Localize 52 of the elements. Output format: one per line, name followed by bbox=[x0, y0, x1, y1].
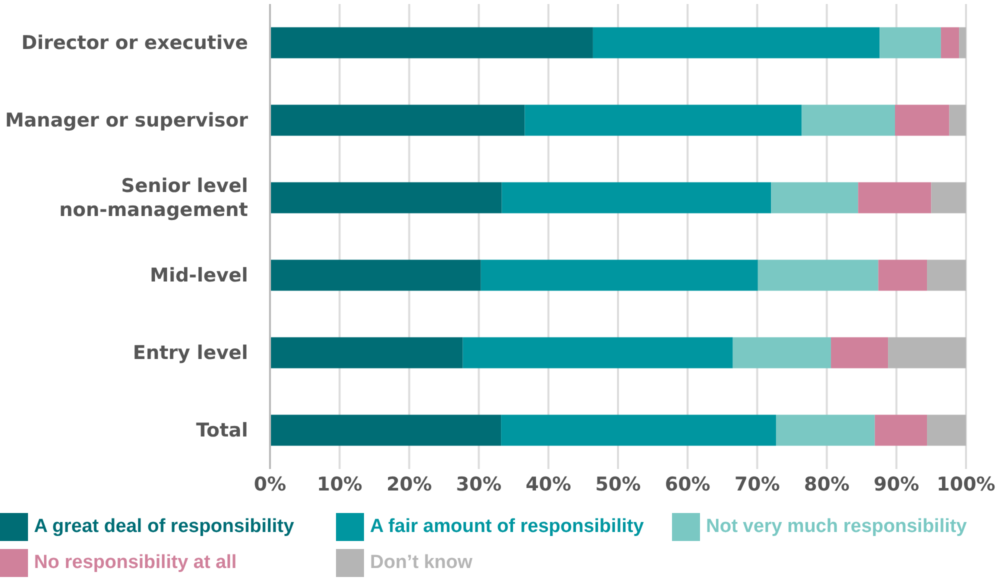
bar bbox=[270, 182, 502, 214]
bar bbox=[501, 414, 776, 446]
bar bbox=[959, 27, 966, 58]
bar bbox=[888, 337, 966, 368]
x-tick-label: 30% bbox=[456, 473, 502, 496]
x-tick-label: 10% bbox=[316, 473, 362, 496]
bar bbox=[830, 337, 888, 368]
bar bbox=[732, 337, 831, 368]
x-tick-label: 20% bbox=[386, 473, 432, 496]
bar bbox=[524, 104, 802, 136]
bar bbox=[927, 414, 966, 446]
legend-label: A great deal of responsibility bbox=[34, 516, 294, 538]
x-tick-label: 60% bbox=[664, 473, 710, 496]
bar bbox=[940, 27, 960, 58]
bar bbox=[270, 104, 525, 136]
bar bbox=[270, 337, 463, 368]
bar bbox=[502, 182, 772, 214]
legend-label: No responsibility at all bbox=[34, 552, 237, 574]
x-tick-label: 0% bbox=[254, 473, 286, 496]
bar bbox=[878, 260, 928, 291]
bar bbox=[480, 260, 758, 291]
bar bbox=[895, 104, 950, 136]
y-tick-label: Mid-level bbox=[150, 264, 248, 286]
bar bbox=[270, 260, 481, 291]
bar bbox=[880, 27, 941, 58]
y-tick-label: Manager or supervisor bbox=[5, 109, 249, 132]
legend-label: A fair amount of responsibility bbox=[370, 516, 644, 538]
bar bbox=[931, 182, 966, 214]
bar bbox=[462, 337, 733, 368]
bar bbox=[874, 414, 928, 446]
bar bbox=[270, 27, 593, 58]
legend-label: Not very much responsibility bbox=[706, 516, 967, 538]
bar bbox=[776, 414, 875, 446]
bar bbox=[270, 414, 502, 446]
y-tick-label: Director or executive bbox=[21, 32, 248, 54]
x-tick-label: 100% bbox=[936, 473, 996, 496]
legend-label: Don’t know bbox=[370, 552, 472, 574]
bar bbox=[592, 27, 880, 58]
bar bbox=[949, 104, 966, 136]
bar bbox=[927, 260, 966, 291]
y-tick-label: Senior level non-management bbox=[59, 174, 248, 221]
bar bbox=[758, 260, 878, 291]
x-tick-label: 40% bbox=[526, 473, 572, 496]
x-tick-label: 70% bbox=[734, 473, 780, 496]
y-tick-label: Entry level bbox=[132, 342, 248, 364]
bar bbox=[802, 104, 896, 136]
y-tick-label: Total bbox=[196, 419, 248, 442]
x-tick-label: 90% bbox=[874, 473, 920, 496]
bar bbox=[771, 182, 858, 214]
bar bbox=[858, 182, 932, 214]
x-tick-label: 80% bbox=[804, 473, 850, 496]
x-tick-label: 50% bbox=[595, 473, 641, 496]
